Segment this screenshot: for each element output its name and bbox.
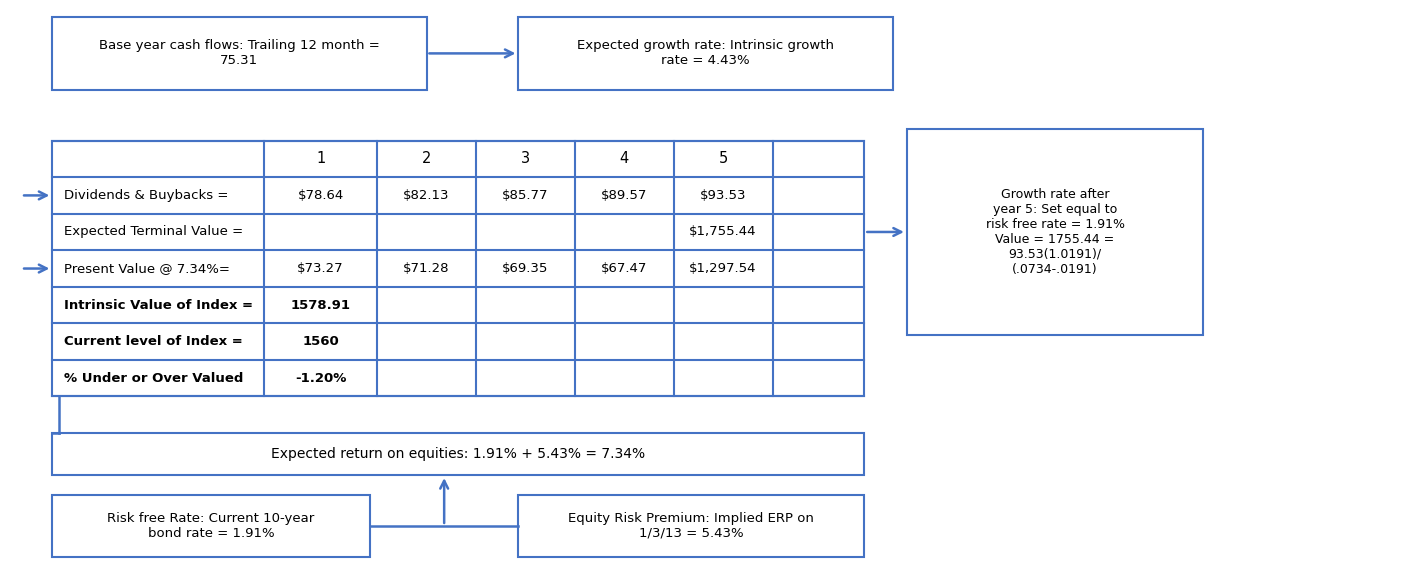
Text: Risk free Rate: Current 10-year
bond rate = 1.91%: Risk free Rate: Current 10-year bond rat… xyxy=(108,512,315,540)
Text: 1: 1 xyxy=(316,151,325,166)
FancyBboxPatch shape xyxy=(52,17,427,90)
Text: Intrinsic Value of Index =: Intrinsic Value of Index = xyxy=(64,299,252,312)
Text: Expected growth rate: Intrinsic growth
rate = 4.43%: Expected growth rate: Intrinsic growth r… xyxy=(577,39,834,68)
Text: $67.47: $67.47 xyxy=(601,262,648,275)
Text: -1.20%: -1.20% xyxy=(295,371,346,385)
Text: Expected Terminal Value =: Expected Terminal Value = xyxy=(64,225,242,239)
Text: $1,297.54: $1,297.54 xyxy=(689,262,757,275)
Text: Equity Risk Premium: Implied ERP on
1/3/13 = 5.43%: Equity Risk Premium: Implied ERP on 1/3/… xyxy=(569,512,814,540)
Text: $78.64: $78.64 xyxy=(298,189,343,202)
Text: 4: 4 xyxy=(620,151,628,166)
Text: 2: 2 xyxy=(421,151,431,166)
Text: Base year cash flows: Trailing 12 month =
75.31: Base year cash flows: Trailing 12 month … xyxy=(99,39,380,68)
Text: $89.57: $89.57 xyxy=(601,189,648,202)
Text: 1560: 1560 xyxy=(302,335,339,348)
FancyBboxPatch shape xyxy=(519,17,892,90)
Text: $1,755.44: $1,755.44 xyxy=(689,225,757,239)
Text: $85.77: $85.77 xyxy=(502,189,549,202)
Text: $71.28: $71.28 xyxy=(403,262,450,275)
Text: Present Value @ 7.34%=: Present Value @ 7.34%= xyxy=(64,262,230,275)
Text: 3: 3 xyxy=(520,151,530,166)
FancyBboxPatch shape xyxy=(519,495,865,557)
Text: Dividends & Buybacks =: Dividends & Buybacks = xyxy=(64,189,228,202)
Text: Growth rate after
year 5: Set equal to
risk free rate = 1.91%
Value = 1755.44 =
: Growth rate after year 5: Set equal to r… xyxy=(986,188,1124,276)
FancyBboxPatch shape xyxy=(52,140,865,396)
Text: $69.35: $69.35 xyxy=(502,262,549,275)
Text: $82.13: $82.13 xyxy=(403,189,450,202)
Text: 1578.91: 1578.91 xyxy=(291,299,350,312)
Text: 5: 5 xyxy=(719,151,727,166)
Text: Expected return on equities: 1.91% + 5.43% = 7.34%: Expected return on equities: 1.91% + 5.4… xyxy=(271,447,645,461)
Text: Current level of Index =: Current level of Index = xyxy=(64,335,242,348)
Text: $93.53: $93.53 xyxy=(700,189,746,202)
FancyBboxPatch shape xyxy=(52,495,370,557)
FancyBboxPatch shape xyxy=(52,433,865,475)
Text: % Under or Over Valued: % Under or Over Valued xyxy=(64,371,242,385)
Text: $73.27: $73.27 xyxy=(298,262,345,275)
FancyBboxPatch shape xyxy=(906,130,1204,335)
